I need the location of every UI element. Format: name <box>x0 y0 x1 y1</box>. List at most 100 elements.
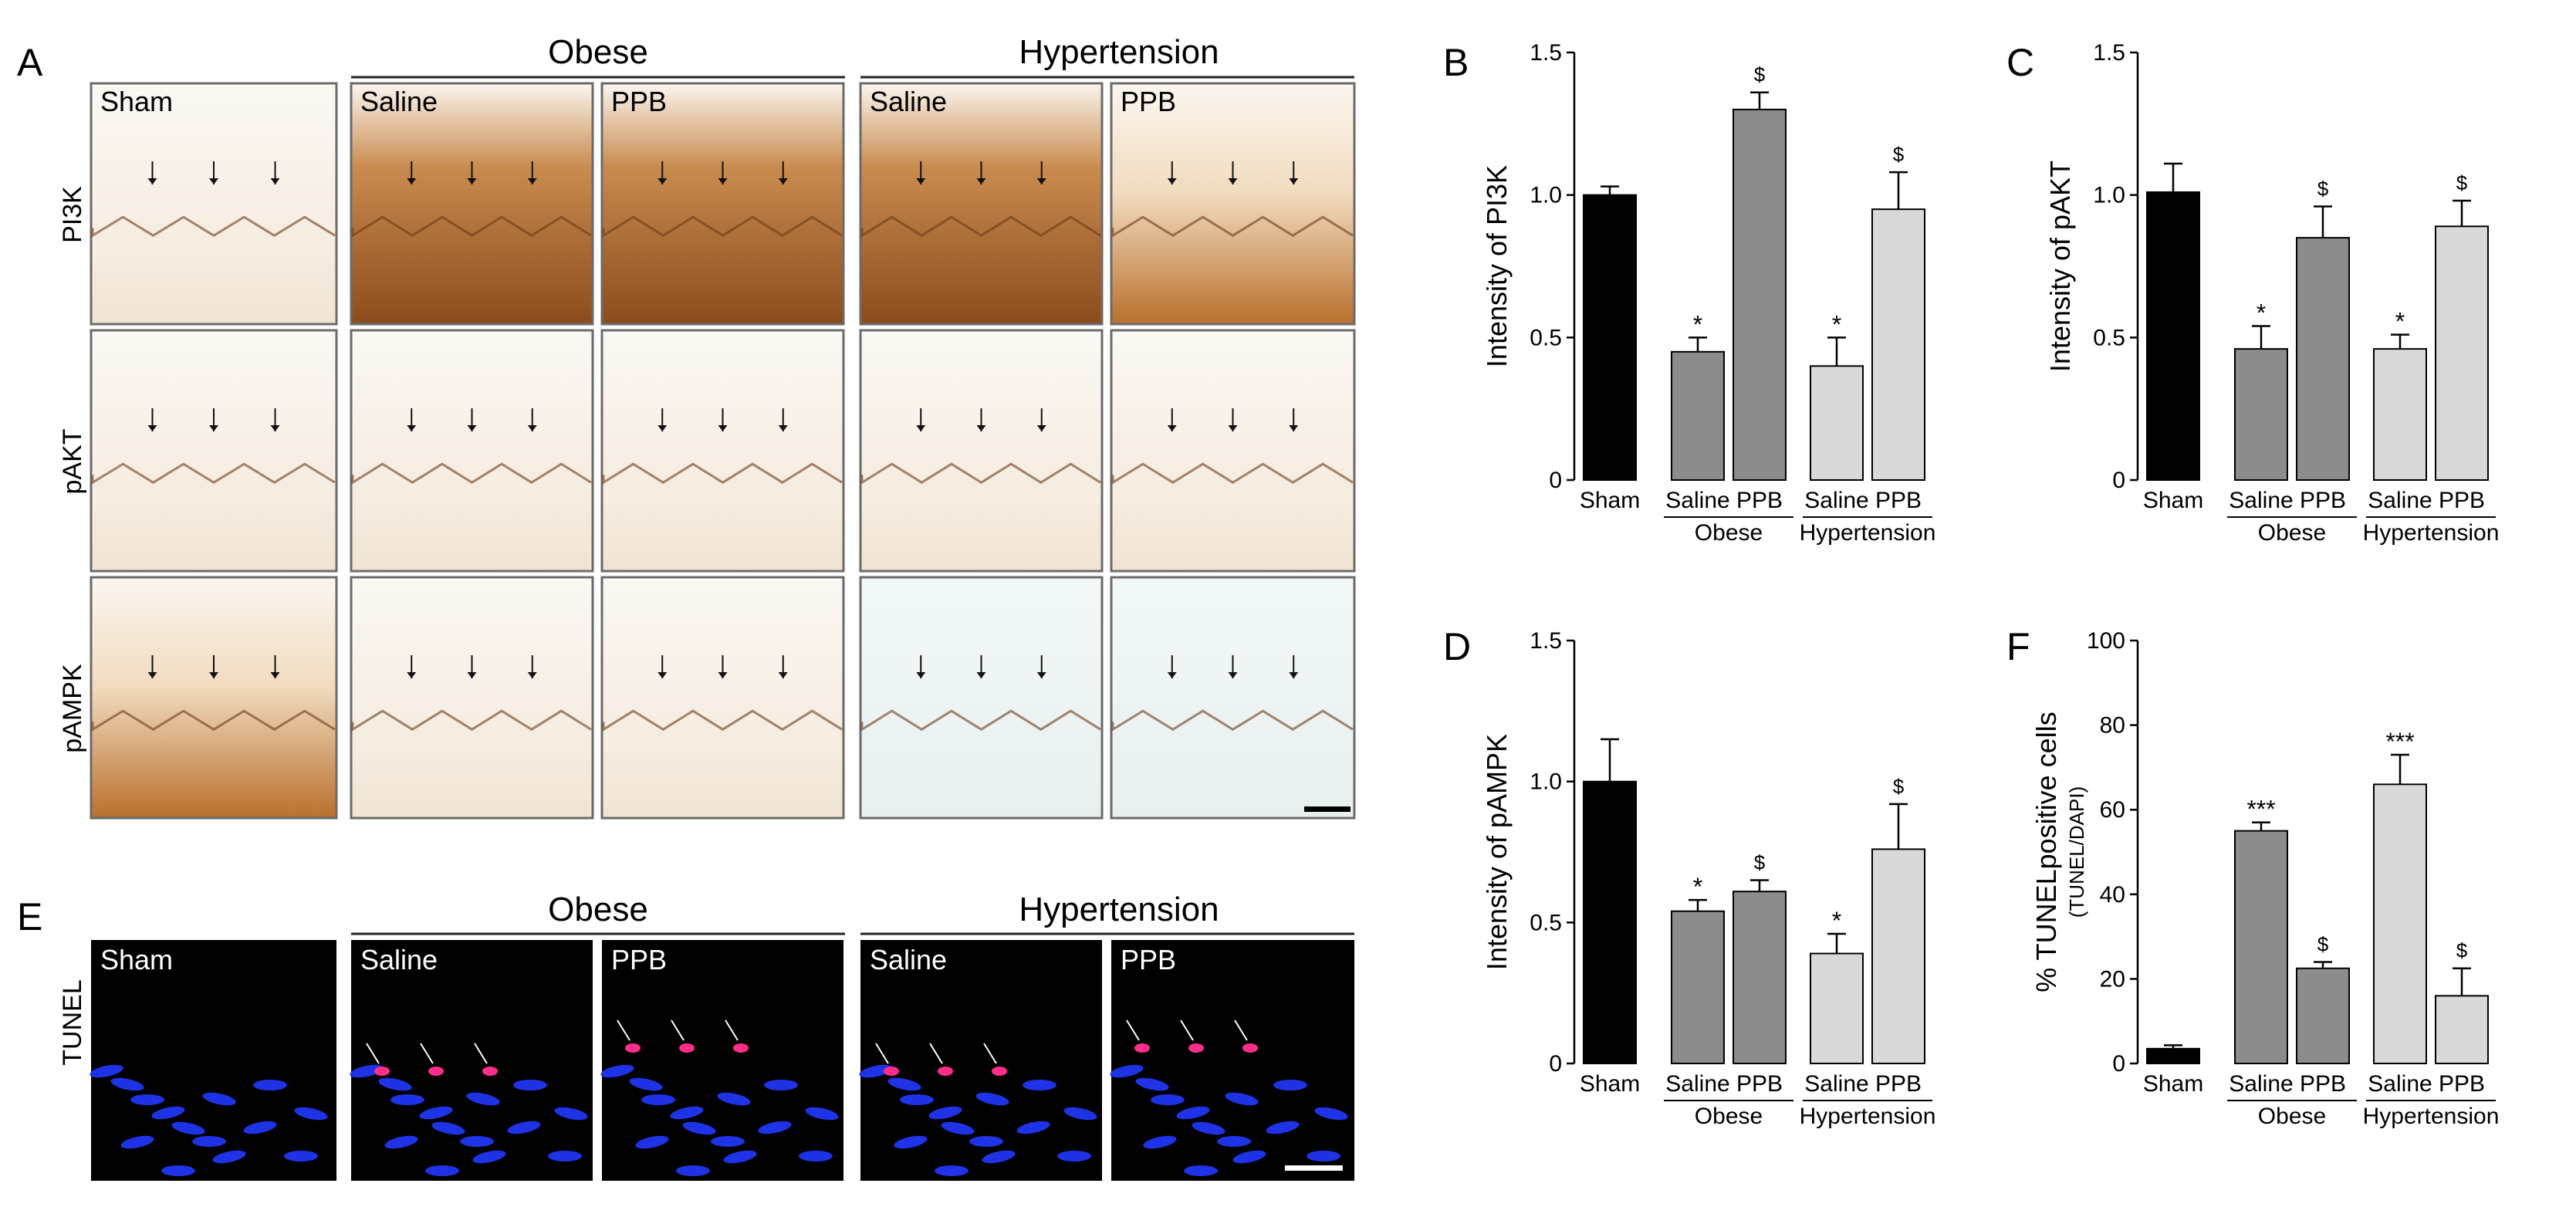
y-tick-label: 0.5 <box>1530 910 1562 935</box>
x-category-label: Sham <box>2143 488 2203 513</box>
tunel-image-2: PPB <box>600 940 843 1181</box>
micrograph-grid: Sham Saline PPB Saline PPB <box>90 82 1356 820</box>
significance-marker: *** <box>2246 796 2275 823</box>
x-category-label: PPB <box>2439 1071 2485 1097</box>
micrograph-pi3k-1: Saline <box>350 82 594 326</box>
panel-letter-b: B <box>1443 41 1469 84</box>
tunel-column-label-0: Sham <box>100 944 173 975</box>
bar <box>2373 348 2427 481</box>
tunel-image-3: Saline <box>859 940 1102 1181</box>
micrograph-pampk-0 <box>90 576 338 820</box>
micrograph-pakt-2 <box>600 329 845 573</box>
y-tick-label: 1.0 <box>1530 769 1562 795</box>
x-category-label: Saline <box>2229 488 2293 513</box>
tunel-group-header-hypertension: Hypertension <box>1019 891 1219 928</box>
significance-marker: $ <box>1754 851 1766 874</box>
bar <box>2373 783 2427 1064</box>
y-tick-label: 0.5 <box>1530 325 1562 350</box>
x-category-label: Saline <box>1804 488 1868 513</box>
y-tick-label: 0 <box>2112 1051 2125 1077</box>
x-category-label: Saline <box>1665 488 1729 513</box>
significance-marker: * <box>1832 907 1841 935</box>
group-label-hypertension: Hypertension <box>1800 520 1936 546</box>
bar <box>1810 365 1864 481</box>
y-tick-label: 1.5 <box>1530 628 1562 654</box>
significance-marker: * <box>2257 299 2266 327</box>
x-category-label: Sham <box>2143 1071 2203 1097</box>
y-axis-label: Intensity of pAMPK <box>1481 734 1513 970</box>
y-axis-label: Intensity of PI3K <box>1481 165 1513 367</box>
y-tick-label: 100 <box>2087 628 2125 654</box>
y-tick-label: 1.5 <box>2093 40 2125 66</box>
scale-bar-a <box>1304 806 1351 812</box>
x-category-label: Sham <box>1580 1071 1640 1097</box>
x-category-label: Saline <box>2229 1071 2293 1097</box>
bar <box>1733 108 1787 481</box>
significance-marker: * <box>1693 310 1702 338</box>
y-tick-label: 1.0 <box>1530 183 1562 208</box>
chart-c: 0 0.5 1.0 1.5 Intensity of pAKT Sham * Saline $ P… <box>2044 40 2499 546</box>
group-label-obese: Obese <box>2258 520 2326 546</box>
x-category-label: PPB <box>2300 488 2346 513</box>
significance-marker: * <box>1832 310 1841 338</box>
chart-f: 0 20 40 60 80 100 % TUNELpositive cells (TUNEL/… <box>2030 628 2499 1129</box>
micrograph-pi3k-2: PPB <box>600 82 845 326</box>
significance-marker: *** <box>2385 728 2414 756</box>
bar <box>2296 237 2350 481</box>
tunel-group-header-obese: Obese <box>548 891 648 928</box>
tunel-column-label-2: PPB <box>611 944 667 975</box>
row-label-tunel: TUNEL <box>58 979 87 1065</box>
significance-marker: $ <box>2317 932 2329 955</box>
bar-charts: 0 0.5 1.0 1.5 Intensity of PI3K Sham * Saline $ P… <box>1481 40 2499 1129</box>
significance-marker: $ <box>1893 143 1905 166</box>
y-tick-label: 20 <box>2100 966 2125 992</box>
significance-marker: $ <box>2456 171 2468 194</box>
significance-marker: $ <box>1754 63 1766 86</box>
tunel-column-label-1: Saline <box>360 944 438 975</box>
group-label-hypertension: Hypertension <box>2363 520 2500 546</box>
micrograph-pi3k-3: Saline <box>859 82 1104 326</box>
scale-bar-e <box>1285 1165 1343 1171</box>
y-tick-label: 0 <box>2112 468 2125 493</box>
x-category-label: Saline <box>2368 1071 2432 1097</box>
significance-marker: $ <box>2317 177 2329 200</box>
panel-letter-c: C <box>2006 41 2034 84</box>
bar <box>2146 1047 2200 1064</box>
y-tick-label: 60 <box>2100 797 2125 823</box>
column-label-4: PPB <box>1121 86 1176 117</box>
bar <box>2234 830 2288 1064</box>
micrograph-pampk-2 <box>600 576 845 820</box>
significance-marker: * <box>1693 873 1702 901</box>
bar <box>2435 995 2489 1064</box>
column-label-0: Sham <box>100 86 173 117</box>
bar <box>2146 191 2200 481</box>
panel-letter-f: F <box>2006 625 2030 668</box>
tunel-image-0: Sham <box>90 940 336 1181</box>
micrograph-pakt-0 <box>90 329 338 573</box>
micrograph-pi3k-0: Sham <box>90 82 338 326</box>
y-tick-label: 1.0 <box>2093 183 2125 208</box>
tunel-image-1: Saline <box>350 940 593 1181</box>
bar <box>1810 952 1864 1065</box>
y-tick-label: 0 <box>1549 1051 1562 1077</box>
y-axis-label: % TUNELpositive cells <box>2030 712 2062 992</box>
bar <box>2296 967 2350 1064</box>
micrograph-pampk-4 <box>1110 576 1356 820</box>
y-tick-label: 0 <box>1549 468 1562 493</box>
micrograph-pakt-4 <box>1110 329 1356 573</box>
tunel-column-label-3: Saline <box>870 944 947 975</box>
y-tick-label: 40 <box>2100 882 2125 908</box>
group-header-hypertension: Hypertension <box>1019 33 1219 71</box>
bar <box>1671 350 1725 481</box>
column-label-1: Saline <box>360 86 438 117</box>
chart-d: 0 0.5 1.0 1.5 Intensity of pAMPK Sham * Saline $… <box>1481 628 1935 1129</box>
tunel-image-4: PPB <box>1110 940 1354 1181</box>
micrograph-pampk-3 <box>859 576 1104 820</box>
y-tick-label: 1.5 <box>1530 40 1562 66</box>
x-category-label: PPB <box>1875 488 1922 513</box>
x-category-label: PPB <box>1736 1071 1783 1097</box>
x-category-label: PPB <box>2439 488 2485 513</box>
x-category-label: Saline <box>2368 488 2432 513</box>
bar <box>1583 780 1637 1065</box>
